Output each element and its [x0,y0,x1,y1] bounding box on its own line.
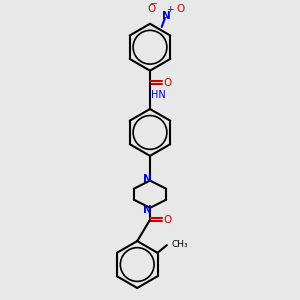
Text: N: N [143,205,152,214]
Text: O: O [163,215,172,225]
Text: N: N [143,174,152,184]
Text: O: O [163,78,172,88]
Text: O: O [147,4,156,14]
Text: +: + [166,5,174,14]
Text: CH₃: CH₃ [172,240,189,249]
Text: O: O [176,4,184,14]
Text: N: N [162,11,171,21]
Text: −: − [150,0,158,9]
Text: HN: HN [151,89,166,100]
